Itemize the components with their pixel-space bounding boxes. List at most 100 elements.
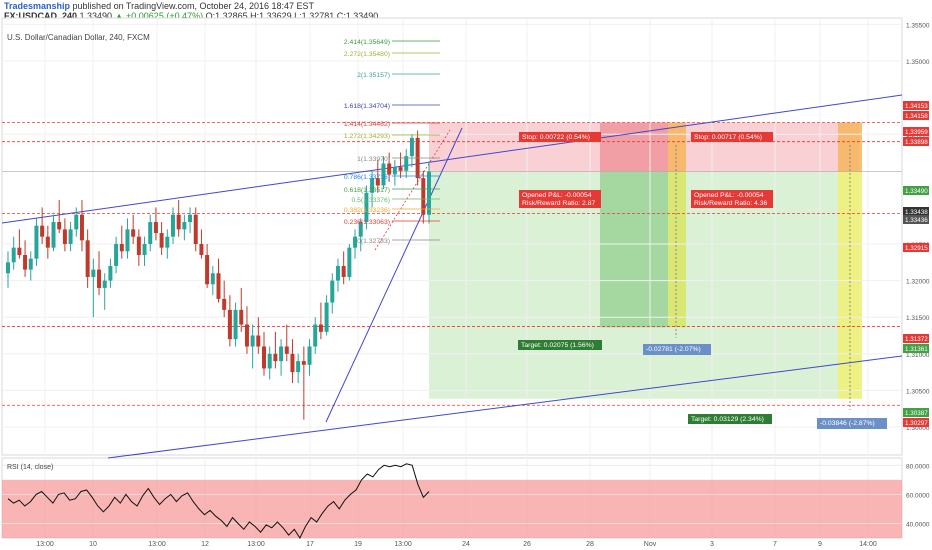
price-badge — [903, 101, 929, 110]
x-tick-label: 3 — [710, 541, 714, 548]
yellow-band-1 — [668, 171, 686, 328]
fib-level-label: 0.786(1.33716) — [344, 174, 390, 181]
candle-body — [398, 167, 403, 171]
candle-body — [125, 229, 130, 252]
candle-body — [262, 346, 267, 369]
author-name[interactable]: Tradesmanship — [4, 1, 71, 11]
candle-body — [108, 265, 113, 281]
candle-body — [244, 324, 249, 347]
loss-tag-2-box — [817, 418, 887, 429]
candle-body — [222, 298, 227, 310]
pnl-label-1-text: Risk/Reward Ratio: 2.87 — [522, 200, 596, 207]
candle-body — [114, 244, 119, 266]
fib-level-label: 0(1.32783) — [357, 238, 390, 245]
target-label-1-text: Target: 0.02075 (1.56%) — [521, 342, 594, 349]
orange-band-2 — [838, 122, 862, 172]
x-tick-label: Nov — [644, 541, 657, 548]
candle-body — [330, 280, 335, 303]
price-tick-label: 1.30500 — [906, 388, 930, 395]
candle-body — [188, 214, 193, 223]
candle-body — [131, 229, 136, 237]
price-badge — [903, 215, 929, 224]
price-badge — [903, 408, 929, 417]
candle-body — [165, 236, 170, 248]
target-zone-dark — [600, 171, 668, 328]
fib-level-label: 0.382(1.33236) — [344, 207, 390, 214]
fib-level-label: 1.618(1.34704) — [344, 103, 390, 110]
candle-body — [17, 247, 22, 255]
candle-body — [233, 309, 238, 340]
candle-body — [28, 258, 33, 270]
ohlc-values: O:1.32865 H:1.33629 L:1.32781 C:1.33490 — [205, 11, 379, 21]
candle-body — [279, 346, 284, 362]
rsi-line — [7, 463, 430, 540]
candle-body — [284, 346, 289, 354]
price-badge — [903, 243, 929, 252]
last-price: 1.33490 — [79, 11, 113, 21]
price-badge-text: 1.33490 — [905, 188, 928, 195]
candle-body — [23, 254, 28, 270]
rsi-tick-label: 60.0000 — [906, 492, 930, 499]
published-info: published on TradingView.com, October 24… — [72, 1, 315, 11]
candle-body — [381, 163, 386, 186]
x-tick-label: 12 — [201, 541, 209, 548]
candle-body — [176, 214, 181, 230]
candle-body — [273, 353, 278, 362]
candle-body — [318, 324, 323, 332]
candle-body — [427, 171, 431, 215]
candle-body — [267, 353, 272, 369]
x-tick-label: 17 — [306, 541, 314, 548]
price-change: +0.00625 (+0.47%) — [126, 11, 204, 21]
price-badge-text: 1.31361 — [905, 346, 928, 353]
candle-body — [45, 236, 50, 248]
candle-body — [57, 222, 62, 230]
stop-label-1-box — [519, 132, 601, 142]
target-label-2-box — [688, 414, 772, 424]
candle-body — [148, 222, 153, 244]
x-tick-label: 26 — [523, 541, 531, 548]
x-tick-label: 10 — [89, 541, 97, 548]
price-badge-text: 1.33898 — [905, 139, 928, 146]
price-tick-label: 1.35500 — [906, 22, 930, 29]
candle-body — [210, 273, 215, 285]
candle-body — [404, 156, 409, 171]
x-tick-label: 9 — [818, 541, 822, 548]
symbol-label: FX:USDCAD, 240 — [4, 11, 78, 21]
candle-body — [91, 269, 96, 277]
candle-body — [97, 269, 102, 288]
rsi-tick-label: 80.0000 — [906, 463, 930, 470]
candle-body — [153, 222, 158, 234]
loss-tag-1-box — [643, 344, 711, 355]
orange-band-1 — [668, 122, 686, 172]
candle-body — [102, 280, 107, 288]
candle-body — [182, 222, 187, 230]
candle-body — [375, 178, 380, 186]
candle-body — [11, 247, 16, 263]
price-badge-text: 1.34153 — [905, 103, 928, 110]
candle-body — [170, 214, 175, 237]
x-tick-label: 13:00 — [247, 541, 265, 548]
candle-body — [290, 353, 295, 373]
price-tick-label: 1.35000 — [906, 59, 930, 66]
candle-body — [6, 262, 10, 274]
fib-level-label: 2.272(1.35480) — [344, 51, 390, 58]
fib-level-label: 1.414(1.34462) — [344, 121, 390, 128]
rsi-title: RSI (14, close) — [7, 464, 53, 471]
x-tick-label: 19 — [354, 541, 362, 548]
x-tick-label: 24 — [462, 541, 470, 548]
price-badge — [903, 127, 929, 136]
chart-title: U.S. Dollar/Canadian Dollar, 240, FXCM — [7, 33, 150, 42]
fib-level-label: 1(1.33970) — [357, 156, 390, 163]
stop-zone-dark — [600, 122, 668, 172]
price-tick-label: 1.32000 — [906, 279, 930, 286]
candle-body — [307, 346, 312, 365]
fib-level-label: 0.236(1.33063) — [344, 219, 390, 226]
price-tick-label: 1.30000 — [906, 425, 930, 432]
candle-body — [335, 265, 340, 281]
candle-body — [392, 167, 397, 175]
candle-body — [34, 225, 39, 259]
fib-level-label: 2.414(1.35649) — [344, 39, 390, 46]
stop-label-1-text: Stop: 0.00722 (0.54%) — [522, 134, 590, 141]
fib-level-label: 0.618(1.33517) — [344, 187, 390, 194]
